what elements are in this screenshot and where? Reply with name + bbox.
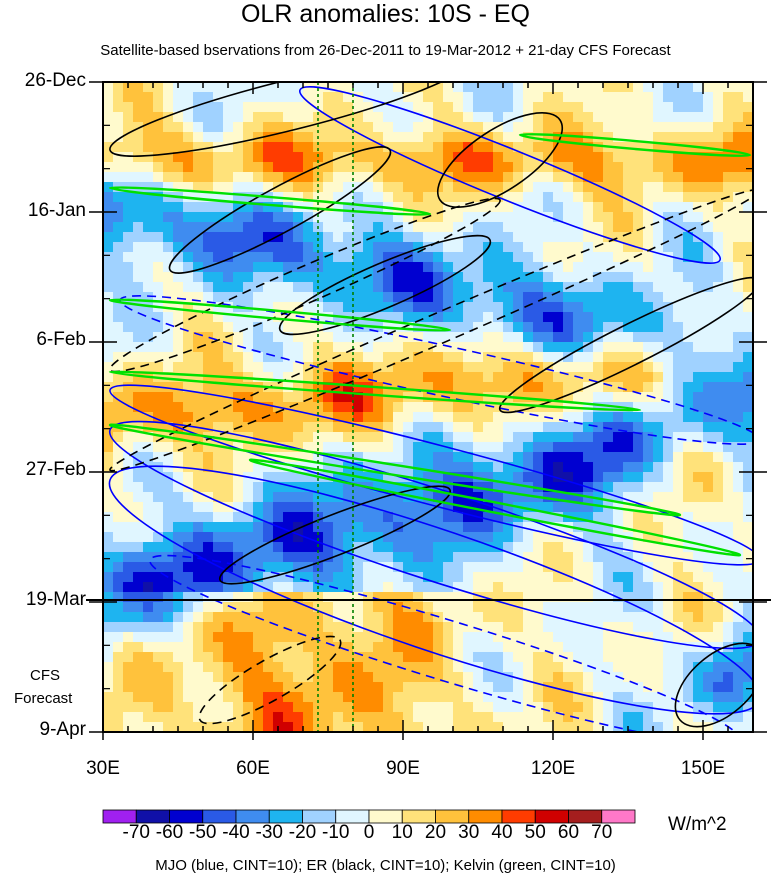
y-tick-label-6-feb: 6-Feb [36,329,86,350]
x-tick-label-60e: 60E [236,758,270,779]
colorbar-tick-label: 20 [424,822,447,843]
colorbar-tick-label: -50 [189,822,217,843]
colorbar-tick-label: 0 [363,822,375,843]
colorbar-tick-label: -40 [222,822,250,843]
colorbar-tick-label: -30 [255,822,283,843]
colorbar-tick-label: 40 [491,822,513,843]
y-tick-label-9-apr: 9-Apr [39,719,86,740]
y-tick-label-19-mar: 19-Mar [25,589,86,610]
contours-legend: MJO (blue, CINT=10); ER (black, CINT=10)… [155,857,616,874]
y-tick-label-16-jan: 16-Jan [27,200,86,221]
colorbar-tick-label: 30 [458,822,480,843]
colorbar-tick-label: 10 [391,822,413,843]
colorbar [102,809,636,824]
colorbar-tick-label: -20 [288,822,317,843]
wave-contours [108,82,753,732]
forecast-label-line2: Forecast [14,690,73,707]
x-tick-label-150e: 150E [680,758,726,779]
olr-anomaly-field [103,82,753,732]
chart-title: OLR anomalies: 10S - EQ [240,0,530,28]
colorbar-tick-label: -60 [155,822,184,843]
y-tick-label-26-dec: 26-Dec [24,70,86,91]
axis-ticks [89,81,767,740]
x-tick-label-120e: 120E [530,758,576,779]
colorbar-units: W/m^2 [668,814,727,835]
colorbar-tick-label: 50 [524,822,546,843]
colorbar-tick-label: 70 [591,822,613,843]
reference-lines [317,82,354,732]
colorbar-swatch-15 [601,809,636,824]
colorbar-tick-label: 60 [557,822,580,843]
y-tick-label-27-feb: 27-Feb [25,459,86,480]
x-tick-label-30e: 30E [86,758,120,779]
colorbar-tick-label: -70 [122,822,150,843]
chart-subtitle: Satellite-based bservations from 26-Dec-… [100,42,671,59]
forecast-label-line1: CFS [30,667,60,684]
x-tick-label-90e: 90E [386,758,420,779]
colorbar-tick-label: -10 [322,822,350,843]
